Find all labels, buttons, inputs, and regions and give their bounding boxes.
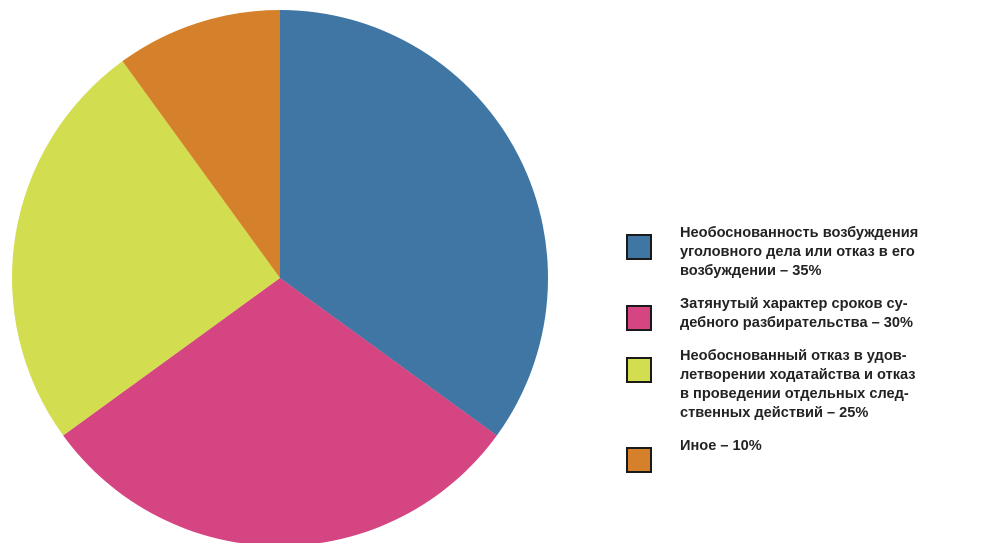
legend-swatch xyxy=(626,447,652,473)
legend-swatch xyxy=(626,305,652,331)
pie-slice xyxy=(63,278,497,543)
legend-item: Затянутый характер сроков су- дебного ра… xyxy=(626,295,988,333)
pie-slice xyxy=(122,9,280,278)
pie-slice xyxy=(280,10,549,436)
legend-label: Необоснованный отказ в удов- летворении … xyxy=(680,348,916,421)
legend-label: Затянутый характер сроков су- дебного ра… xyxy=(680,296,914,331)
legend-label: Иное – 10% xyxy=(680,438,762,454)
legend-item: Необоснованность возбуждения уголовного … xyxy=(626,224,988,281)
legend-item: Необоснованный отказ в удов- летворении … xyxy=(626,347,988,423)
legend-swatch xyxy=(626,357,652,383)
legend-swatch xyxy=(626,234,652,260)
pie-slice xyxy=(11,61,280,436)
legend-item: Иное – 10% xyxy=(626,437,988,473)
legend-label: Необоснованность возбуждения уголовного … xyxy=(680,225,919,279)
legend: Необоснованность возбуждения уголовного … xyxy=(626,224,988,487)
